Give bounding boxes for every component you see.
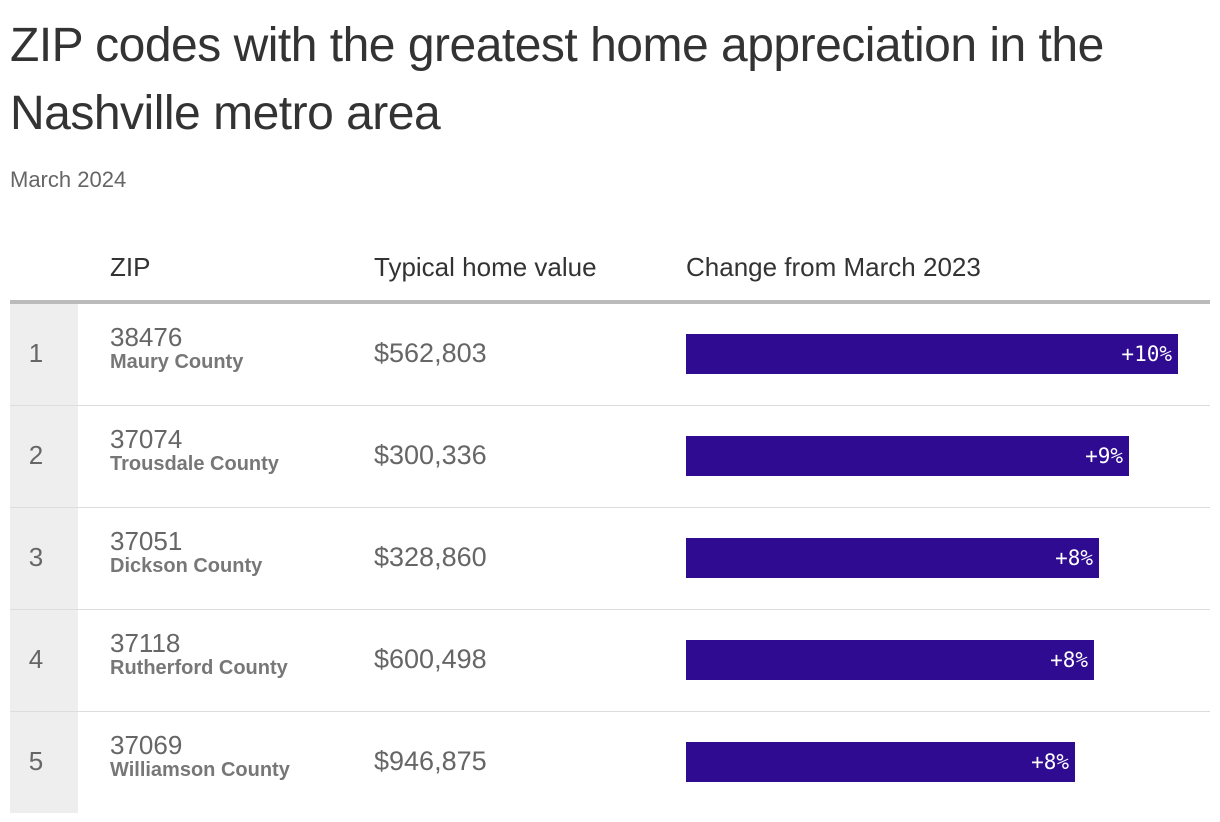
table-row: 5 37069 Williamson County $946,875 +8%	[10, 712, 1210, 813]
chart-subtitle: March 2024	[10, 167, 127, 192]
change-bar: +8%	[686, 640, 1094, 680]
rank-cell: 2	[10, 406, 78, 507]
rank-number: 5	[28, 746, 44, 776]
chart-title: ZIP codes with the greatest home appreci…	[10, 19, 1104, 140]
change-bar: +9%	[686, 436, 1129, 476]
zip-code: 37069	[110, 730, 183, 760]
column-header-home-value: Typical home value	[374, 252, 597, 282]
zip-code: 37074	[110, 424, 183, 454]
change-label: +8%	[1055, 546, 1093, 570]
rank-cell: 3	[10, 508, 78, 609]
rank-cell: 4	[10, 610, 78, 711]
table-row: 4 37118 Rutherford County $600,498 +8%	[10, 610, 1210, 712]
home-value: $562,803	[374, 338, 487, 368]
table-row: 2 37074 Trousdale County $300,336 +9%	[10, 406, 1210, 508]
county-name: Williamson County	[110, 759, 290, 781]
home-value: $300,336	[374, 440, 487, 470]
county-name: Rutherford County	[110, 657, 288, 679]
home-value: $328,860	[374, 542, 487, 572]
home-value: $600,498	[374, 644, 487, 674]
home-value: $946,875	[374, 746, 487, 776]
change-bar: +10%	[686, 334, 1178, 374]
county-name: Maury County	[110, 351, 244, 373]
zip-code: 38476	[110, 322, 183, 352]
rank-cell: 5	[10, 712, 78, 813]
change-label: +8%	[1031, 750, 1069, 774]
table-row: 1 38476 Maury County $562,803 +10%	[10, 304, 1210, 406]
data-table: ZIP Typical home value Change from March…	[10, 232, 1210, 813]
change-label: +10%	[1121, 342, 1172, 366]
table-row: 3 37051 Dickson County $328,860 +8%	[10, 508, 1210, 610]
column-header-zip: ZIP	[110, 252, 151, 282]
change-bar: +8%	[686, 742, 1075, 782]
rank-number: 3	[28, 542, 44, 572]
rank-number: 2	[28, 440, 44, 470]
table-header: ZIP Typical home value Change from March…	[10, 232, 1210, 304]
change-label: +8%	[1050, 648, 1088, 672]
rank-cell: 1	[10, 304, 78, 405]
rank-number: 4	[28, 644, 44, 674]
county-name: Trousdale County	[110, 453, 279, 475]
zip-code: 37051	[110, 526, 183, 556]
county-name: Dickson County	[110, 555, 263, 577]
zip-code: 37118	[110, 628, 181, 658]
column-header-change: Change from March 2023	[686, 252, 981, 282]
rank-number: 1	[28, 338, 44, 368]
change-label: +9%	[1085, 444, 1123, 468]
change-bar: +8%	[686, 538, 1099, 578]
